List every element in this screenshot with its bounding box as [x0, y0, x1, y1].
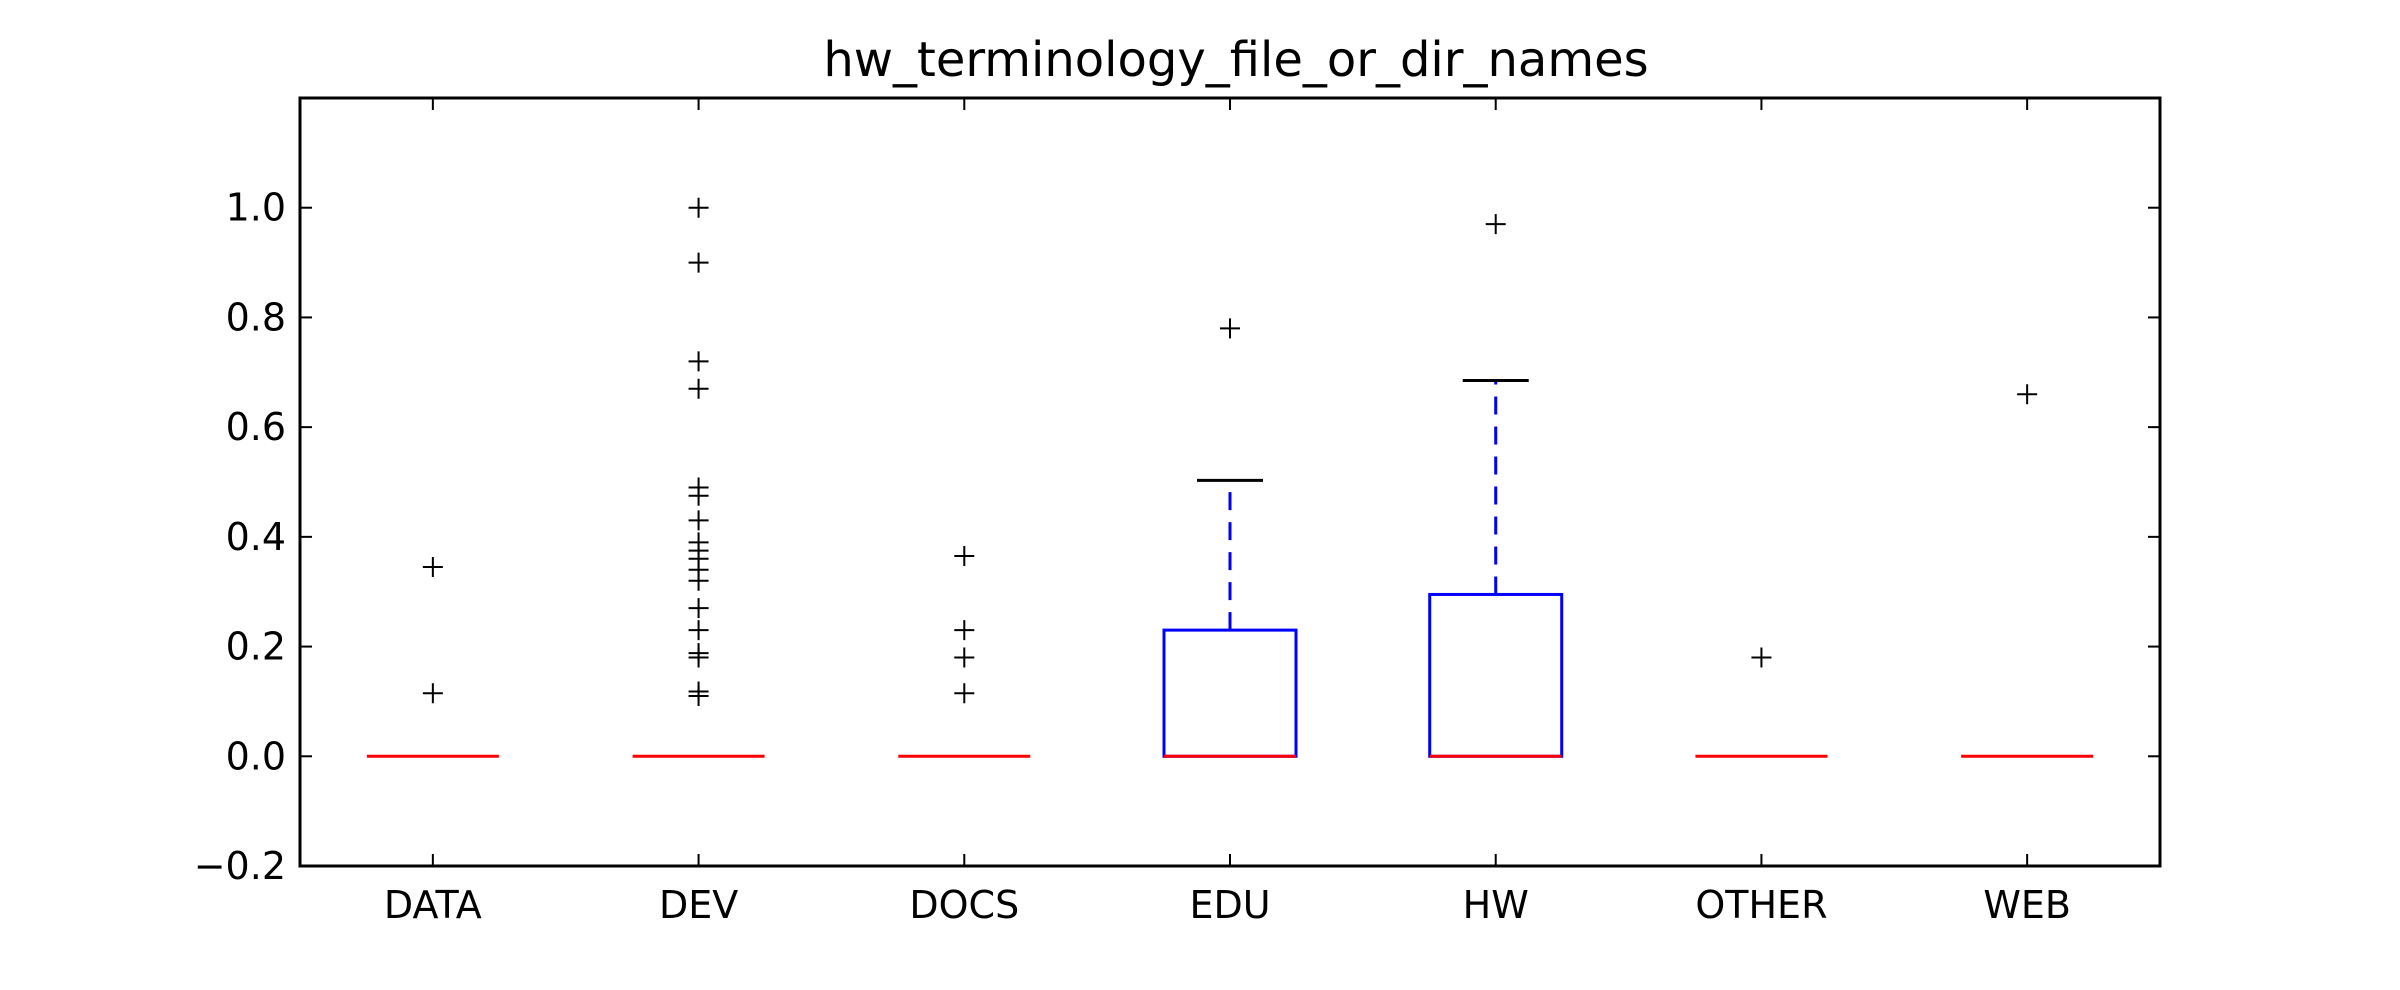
xtick-label-data: DATA — [384, 883, 482, 927]
ytick-label-1: 0.0 — [226, 734, 286, 778]
outlier-dev-17 — [688, 197, 709, 218]
outlier-web-0 — [2017, 384, 2038, 405]
axis-ticks: −0.2 0.0 0.2 0.4 0.6 0.8 1.0 DATA DEV DOCS EDU HW OT… — [194, 98, 2160, 927]
outlier-other-0 — [1751, 647, 1772, 668]
ytick-label-2: 0.2 — [226, 625, 286, 669]
plot-area — [366, 197, 2094, 758]
outlier-edu-0 — [1220, 318, 1240, 339]
outlier-dev-10 — [688, 532, 709, 553]
outlier-data-0 — [422, 683, 443, 704]
box-group-data — [366, 557, 499, 758]
outlier-docs-1 — [954, 647, 975, 668]
outlier-docs-3 — [954, 546, 975, 567]
outlier-dev-14 — [688, 378, 709, 399]
box-group-hw — [1428, 214, 1564, 758]
ytick-label-6: 1.0 — [226, 186, 286, 230]
outlier-data-1 — [422, 557, 443, 578]
outlier-dev-4 — [688, 620, 709, 641]
outlier-dev-1 — [688, 681, 709, 702]
ytick-label-5: 0.8 — [226, 295, 286, 339]
box-group-docs — [898, 546, 1031, 758]
xtick-label-web: WEB — [1983, 883, 2071, 927]
outlier-dev-15 — [688, 351, 709, 372]
outlier-dev-13 — [688, 477, 709, 498]
box-hw — [1428, 592, 1564, 758]
outlier-dev-16 — [688, 252, 709, 273]
xtick-label-hw: HW — [1463, 883, 1529, 927]
outlier-docs-0 — [954, 683, 975, 704]
xtick-label-edu: EDU — [1189, 883, 1270, 927]
xtick-label-dev: DEV — [659, 883, 738, 927]
ytick-label-4: 0.6 — [226, 405, 286, 449]
outlier-hw-0 — [1485, 214, 1506, 235]
outlier-docs-2 — [954, 620, 975, 641]
xtick-label-other: OTHER — [1695, 883, 1827, 927]
chart-title: hw_terminology_file_or_dir_names — [823, 32, 1648, 88]
box-group-other — [1695, 647, 1828, 758]
box-group-dev — [632, 197, 765, 758]
outlier-dev-11 — [688, 510, 709, 531]
box-edu — [1162, 628, 1298, 758]
axes-frame — [298, 96, 2162, 868]
box-group-edu — [1162, 318, 1298, 758]
ytick-label-3: 0.4 — [226, 515, 286, 559]
outlier-dev-5 — [688, 598, 709, 619]
outlier-dev-3 — [688, 643, 709, 664]
ytick-label-0: −0.2 — [194, 844, 286, 888]
xtick-label-docs: DOCS — [909, 883, 1019, 927]
box-group-web — [1961, 384, 2094, 758]
